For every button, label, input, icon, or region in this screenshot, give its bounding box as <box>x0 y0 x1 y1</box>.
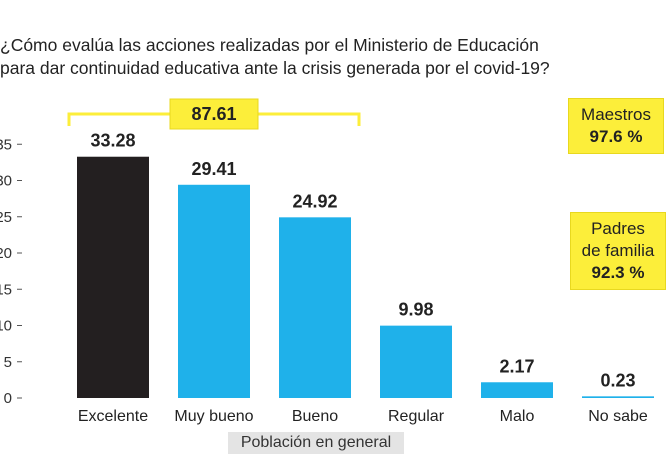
category-label: Excelente <box>78 408 148 425</box>
chart-question: ¿Cómo evalúa las acciones realizadas por… <box>0 34 600 80</box>
value-label: 24.92 <box>292 191 337 211</box>
callout-padres-label-2: de familia <box>581 241 655 260</box>
y-tick-label: 25 <box>0 209 12 226</box>
callout-maestros-label: Maestros <box>581 105 651 124</box>
bracket-label-box <box>169 98 259 130</box>
y-tick-label: 10 <box>0 318 12 335</box>
value-label: 0.23 <box>600 370 635 390</box>
value-label: 2.17 <box>499 356 534 376</box>
value-label: 29.41 <box>191 159 236 179</box>
y-tick-label: 0 <box>4 390 12 407</box>
callout-maestros: Maestros 97.6 % <box>568 98 664 154</box>
x-axis-title: Población en general <box>228 432 404 454</box>
category-label: Malo <box>500 408 535 425</box>
bar-bueno <box>279 217 351 398</box>
callout-padres-value: 92.3 % <box>591 263 645 282</box>
bracket-label: 87.61 <box>191 104 236 124</box>
y-tick-label: 5 <box>4 354 12 371</box>
bar-regular <box>380 325 452 398</box>
category-label: Bueno <box>292 408 338 425</box>
bar-muy-bueno <box>178 184 250 398</box>
bar-malo <box>481 382 553 398</box>
category-label: Muy bueno <box>174 408 253 425</box>
callout-padres: Padres de familia 92.3 % <box>570 212 666 290</box>
category-label: Regular <box>388 408 445 425</box>
bar-no-sabe <box>582 396 654 398</box>
value-label: 9.98 <box>398 300 433 320</box>
callout-maestros-value: 97.6 % <box>589 127 643 146</box>
value-label: 33.28 <box>90 131 135 151</box>
callout-padres-label-1: Padres <box>591 219 645 238</box>
category-label: No sabe <box>588 408 648 425</box>
question-line-2: para dar continuidad educativa ante la c… <box>0 58 550 78</box>
y-tick-label: 35 <box>0 136 12 153</box>
y-tick-label: 20 <box>0 245 12 262</box>
y-tick-label: 30 <box>0 173 12 190</box>
bar-excelente <box>77 156 149 398</box>
question-line-1: ¿Cómo evalúa las acciones realizadas por… <box>0 35 539 55</box>
y-tick-label: 15 <box>0 281 12 298</box>
